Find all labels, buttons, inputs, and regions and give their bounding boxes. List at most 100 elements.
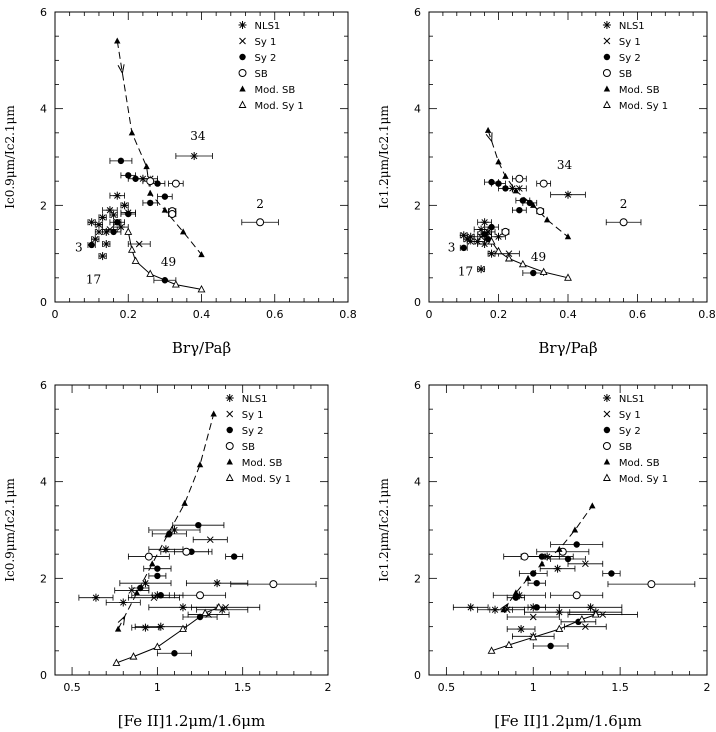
- legend-marker: [225, 394, 234, 402]
- data-point: [543, 216, 551, 223]
- x-axis-title: Brγ/Paβ: [538, 339, 597, 357]
- y-tick-label: 6: [414, 379, 421, 392]
- data-point: [114, 37, 121, 44]
- data-point: [112, 658, 121, 666]
- plot-frame: [428, 11, 708, 303]
- x-axis-title: [Fe II]1.2μm/1.6μm: [494, 712, 642, 730]
- data-point: [500, 606, 507, 613]
- data-point: [524, 574, 532, 581]
- legend-marker: [602, 394, 611, 402]
- data-point: [589, 502, 596, 509]
- data-point: [195, 521, 202, 529]
- legend-label: Mod. Sy 1: [242, 474, 291, 485]
- legend-label: SB: [255, 69, 268, 80]
- data-point: [88, 241, 95, 249]
- legend-label: Sy 2: [242, 426, 264, 437]
- legend-marker: [239, 85, 246, 92]
- data-point: [533, 579, 540, 587]
- data-point: [124, 227, 133, 235]
- data-point: [538, 560, 546, 567]
- x-tick-label: 0.5: [438, 681, 456, 694]
- data-point: [539, 267, 548, 275]
- legend-marker: [603, 37, 611, 45]
- legend-label: SB: [619, 69, 632, 80]
- data-point: [582, 560, 589, 568]
- data-point: [539, 179, 548, 188]
- data-point: [119, 598, 128, 607]
- data-point: [154, 565, 161, 572]
- model-direction-arrow: [117, 615, 126, 626]
- point-annotation: 34: [557, 158, 573, 172]
- data-point: [577, 614, 586, 623]
- data-point: [129, 652, 138, 660]
- data-point: [171, 280, 180, 288]
- legend-marker: [603, 85, 611, 92]
- data-point: [198, 251, 205, 258]
- data-point: [161, 193, 169, 200]
- data-point: [113, 191, 122, 200]
- data-point: [484, 126, 492, 133]
- data-point: [178, 603, 187, 612]
- data-point: [564, 273, 572, 281]
- legend-label: Mod. SB: [255, 85, 296, 96]
- data-point: [556, 545, 563, 552]
- data-point: [127, 245, 136, 253]
- data-point: [91, 593, 100, 602]
- data-point: [98, 213, 107, 222]
- legend-label: Mod. SB: [242, 458, 283, 469]
- data-point: [171, 179, 180, 188]
- legend-marker: [238, 21, 247, 29]
- point-annotation: 17: [86, 273, 101, 287]
- data-point: [516, 206, 523, 214]
- data-point: [495, 158, 502, 165]
- data-point: [586, 603, 595, 612]
- legend-label: NLS1: [255, 21, 281, 32]
- point-annotation: 49: [161, 255, 176, 269]
- data-point: [120, 201, 129, 210]
- data-point: [553, 564, 562, 573]
- data-point: [502, 172, 509, 179]
- data-point: [494, 246, 503, 255]
- y-tick-label: 4: [414, 103, 421, 116]
- data-point: [494, 232, 503, 241]
- data-point: [117, 157, 125, 165]
- data-point: [230, 553, 238, 560]
- data-point: [98, 252, 107, 261]
- data-point: [141, 623, 150, 632]
- data-point: [256, 218, 265, 227]
- model-track-line: [491, 241, 569, 279]
- data-point: [564, 233, 572, 240]
- x-tick-label: 0: [52, 308, 59, 321]
- legend-marker: [239, 53, 246, 61]
- data-point: [495, 180, 502, 187]
- data-point: [114, 625, 122, 632]
- legend-marker: [603, 53, 611, 61]
- data-point: [154, 572, 161, 580]
- data-point: [512, 589, 520, 596]
- y-axis-title: Ic1.2μm/Ic2.1μm: [377, 478, 391, 582]
- legend-marker: [238, 100, 247, 108]
- data-point: [504, 254, 513, 262]
- legend-label: Mod. Sy 1: [255, 101, 304, 112]
- x-tick-label: 0.5: [63, 681, 81, 694]
- legend-label: Sy 1: [255, 37, 277, 48]
- data-point: [105, 206, 114, 215]
- data-point: [157, 592, 164, 599]
- data-point: [512, 594, 520, 601]
- data-point: [222, 603, 229, 611]
- data-point: [146, 269, 155, 277]
- data-point: [171, 650, 178, 657]
- legend-marker: [603, 410, 611, 418]
- data-point: [179, 228, 187, 235]
- legend-marker: [603, 426, 611, 434]
- x-tick-label: 2: [325, 681, 332, 694]
- y-axis-title: Ic0.9μm/Ic2.1μm: [3, 105, 17, 209]
- legend-label: SB: [619, 442, 632, 453]
- data-point: [572, 591, 581, 600]
- data-point: [125, 172, 132, 179]
- data-point: [147, 199, 154, 207]
- data-point: [269, 580, 278, 589]
- data-point: [515, 174, 524, 183]
- legend-marker: [602, 442, 611, 450]
- chart-panel: 0.5 1 1.5 2 0 2 4 6 [Fe II]1.2μm/1.6μm Ic1.2μm/Ic…: [377, 379, 711, 730]
